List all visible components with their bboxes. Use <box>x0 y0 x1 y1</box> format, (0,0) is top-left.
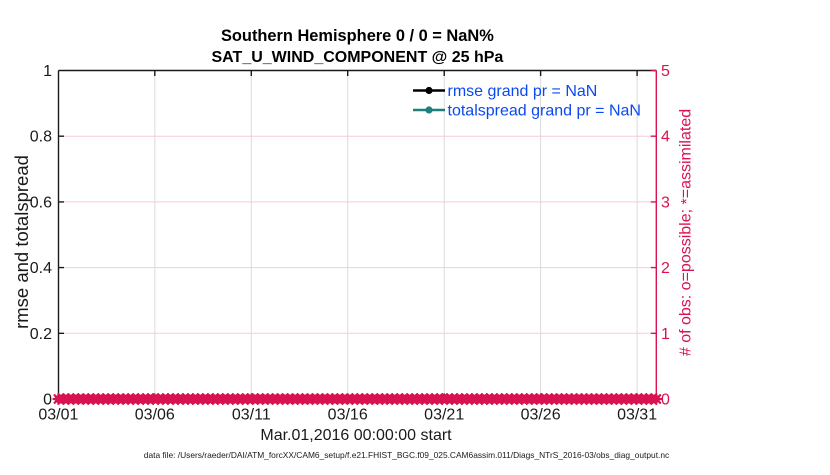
svg-text:rmse and totalspread: rmse and totalspread <box>11 155 32 329</box>
svg-text:3: 3 <box>661 194 670 211</box>
svg-text:03/21: 03/21 <box>424 407 464 424</box>
svg-text:1: 1 <box>661 326 670 343</box>
svg-text:0.4: 0.4 <box>30 260 52 277</box>
svg-text:03/16: 03/16 <box>328 407 368 424</box>
svg-text:totalspread grand pr = NaN: totalspread grand pr = NaN <box>448 103 641 120</box>
svg-text:0.2: 0.2 <box>30 326 52 343</box>
svg-text:2: 2 <box>661 260 670 277</box>
svg-text:03/31: 03/31 <box>617 407 657 424</box>
svg-text:# of obs: o=possible; *=assimi: # of obs: o=possible; *=assimilated <box>678 109 697 356</box>
svg-text:03/11: 03/11 <box>232 407 271 424</box>
svg-text:0: 0 <box>43 392 52 409</box>
svg-text:5: 5 <box>661 63 670 80</box>
svg-text:03/01: 03/01 <box>38 407 78 424</box>
svg-text:03/06: 03/06 <box>135 407 175 424</box>
svg-text:1: 1 <box>43 63 52 80</box>
svg-text:0: 0 <box>661 392 670 409</box>
svg-text:data file: /Users/raeder/DAI/A: data file: /Users/raeder/DAI/ATM_forcXX/… <box>144 450 669 460</box>
svg-text:03/26: 03/26 <box>521 407 561 424</box>
svg-text:Mar.01,2016 00:00:00 start: Mar.01,2016 00:00:00 start <box>260 427 452 444</box>
svg-text:SAT_U_WIND_COMPONENT @ 25 hPa: SAT_U_WIND_COMPONENT @ 25 hPa <box>212 49 504 66</box>
svg-text:0.6: 0.6 <box>30 194 52 211</box>
svg-text:Southern Hemisphere 0 / 0 = Na: Southern Hemisphere 0 / 0 = NaN% <box>221 27 494 45</box>
svg-text:rmse grand pr = NaN: rmse grand pr = NaN <box>448 83 598 100</box>
svg-text:4: 4 <box>661 129 670 146</box>
svg-text:0.8: 0.8 <box>30 129 52 146</box>
